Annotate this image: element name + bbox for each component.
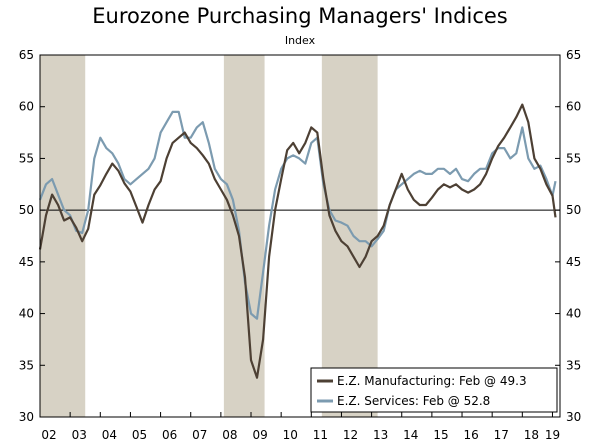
chart-subtitle: Index [284,34,316,47]
legend-label-services: E.Z. Services: Feb @ 52.8 [337,394,490,408]
y-tick-label-right: 30 [566,410,581,424]
legend-label-manufacturing: E.Z. Manufacturing: Feb @ 49.3 [337,374,527,388]
recession-shading [40,55,378,417]
x-tick-label: 08 [222,428,237,442]
x-tick-label: 10 [283,428,298,442]
x-tick-label: 04 [102,428,117,442]
x-tick-label: 11 [313,428,328,442]
series-line-manufacturing [38,103,557,379]
y-tick-label-left: 35 [19,358,34,372]
recession-band-0 [40,55,86,417]
y-tick-label-right: 40 [566,307,581,321]
x-tick-label: 03 [72,428,87,442]
plot-frame [39,54,561,418]
x-tick-label: 16 [463,428,478,442]
y-tick-label-right: 45 [566,255,581,269]
series-line-services [38,110,557,320]
y-tick-label-right: 60 [566,100,581,114]
y-tick-label-left: 30 [19,410,34,424]
chart-title: Eurozone Purchasing Managers' Indices [92,4,508,28]
legend: E.Z. Manufacturing: Feb @ 49.3 E.Z. Servi… [310,367,558,413]
series-lines [38,103,557,379]
x-tick-label: 06 [162,428,177,442]
y-tick-label-left: 60 [19,100,34,114]
y-tick-label-left: 55 [19,151,34,165]
y-tick-label-right: 35 [566,358,581,372]
recession-band-1 [223,55,265,417]
x-tick-label: 09 [252,428,267,442]
x-tick-label: 02 [41,428,56,442]
x-axis: 02 03 04 05 06 07 08 09 10 11 12 13 14 15 16 17 18 19 [39,412,560,442]
y-tick-label-left: 40 [19,307,34,321]
y-axis-left: 30 35 40 45 50 55 60 65 [19,48,45,424]
x-tick-label: 05 [132,428,147,442]
y-tick-label-left: 65 [19,48,34,62]
legend-box [310,367,558,413]
x-tick-label: 12 [343,428,358,442]
y-tick-label-left: 45 [19,255,34,269]
x-tick-label: 15 [433,428,448,442]
x-tick-label: 14 [403,428,418,442]
y-tick-label-right: 50 [566,203,581,217]
x-tick-label: 18 [524,428,539,442]
y-tick-label-right: 55 [566,151,581,165]
x-tick-label: 17 [494,428,509,442]
x-tick-label: 19 [545,428,560,442]
x-tick-label: 13 [373,428,388,442]
y-axis-right: 30 35 40 45 50 55 60 65 [555,48,581,424]
recession-band-2 [321,55,378,417]
y-tick-label-right: 65 [566,48,581,62]
y-tick-label-left: 50 [19,203,34,217]
x-tick-label: 07 [192,428,207,442]
